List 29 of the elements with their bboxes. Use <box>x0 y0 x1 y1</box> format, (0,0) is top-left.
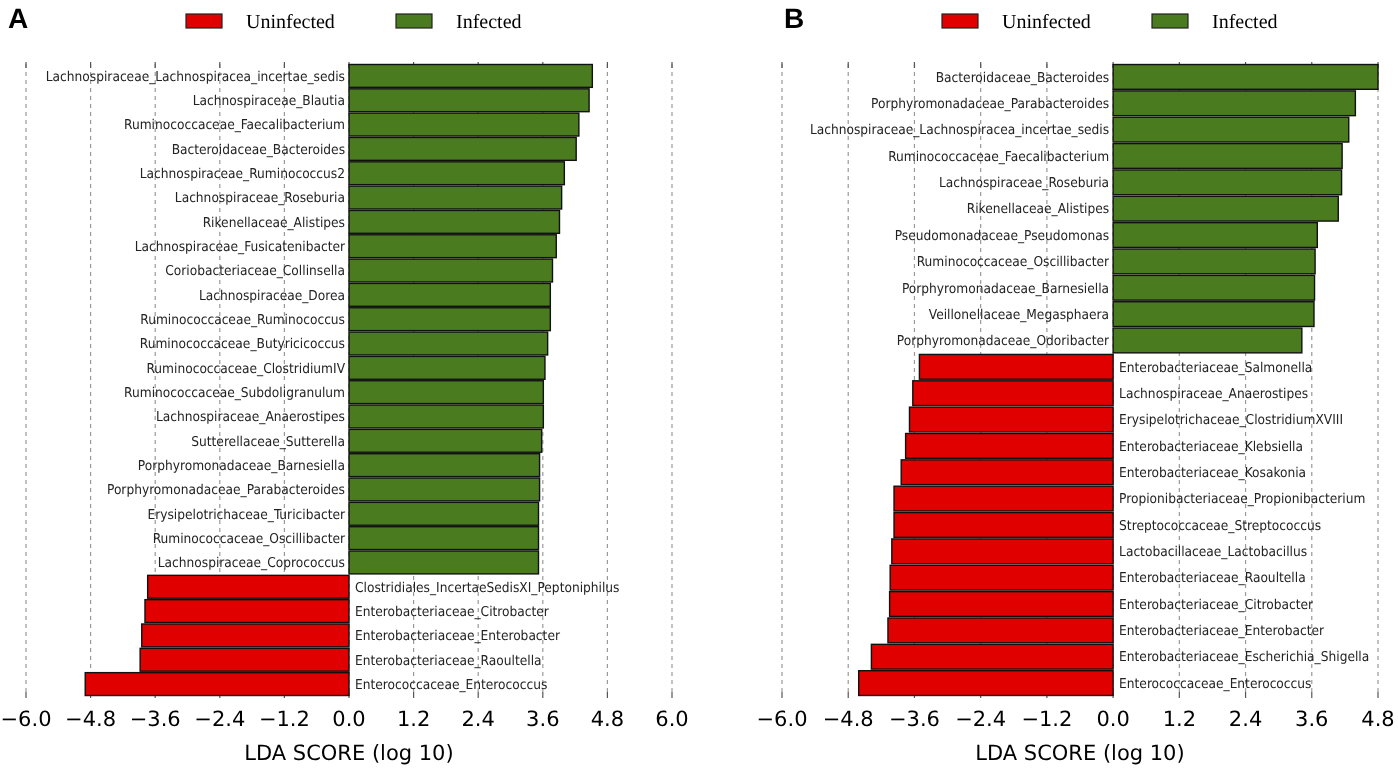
chart-title: A <box>8 2 29 34</box>
x-tick-label: 3.6 <box>1295 708 1330 732</box>
x-tick-label: 6.0 <box>655 708 689 732</box>
x-tick-label: 4.8 <box>590 708 625 732</box>
x-tick-label: −1.2 <box>1021 708 1073 732</box>
x-tick-label: −3.6 <box>129 708 182 732</box>
legend-label: Uninfected <box>246 12 335 34</box>
x-tick-label: 2.4 <box>461 708 496 732</box>
x-tick-label: −2.4 <box>955 708 1007 732</box>
x-tick-label: −2.4 <box>194 708 246 732</box>
x-tick-label: 1.2 <box>396 708 431 732</box>
x-tick-label: −3.6 <box>888 708 941 732</box>
x-tick-label: 4.8 <box>1361 708 1395 732</box>
legend-label: Uninfected <box>1002 12 1091 34</box>
x-tick-label: −1.2 <box>258 708 310 732</box>
legend-label: Infected <box>1212 12 1278 34</box>
x-tick-label: −4.8 <box>65 708 117 732</box>
x-tick-label: 1.2 <box>1162 708 1197 732</box>
x-axis-title: LDA SCORE (log 10) <box>244 742 454 766</box>
x-tick-label: 0.0 <box>1096 708 1130 732</box>
legend-label: Infected <box>456 12 522 34</box>
x-tick-label: 0.0 <box>332 708 366 732</box>
x-axis-title: LDA SCORE (log 10) <box>975 742 1185 766</box>
x-tick-label: 3.6 <box>526 708 561 732</box>
x-tick-label: −6.0 <box>756 708 808 732</box>
chart-title: B <box>784 2 805 34</box>
x-tick-label: 2.4 <box>1228 708 1263 732</box>
x-tick-label: −6.0 <box>0 708 52 732</box>
x-tick-label: −4.8 <box>822 708 874 732</box>
